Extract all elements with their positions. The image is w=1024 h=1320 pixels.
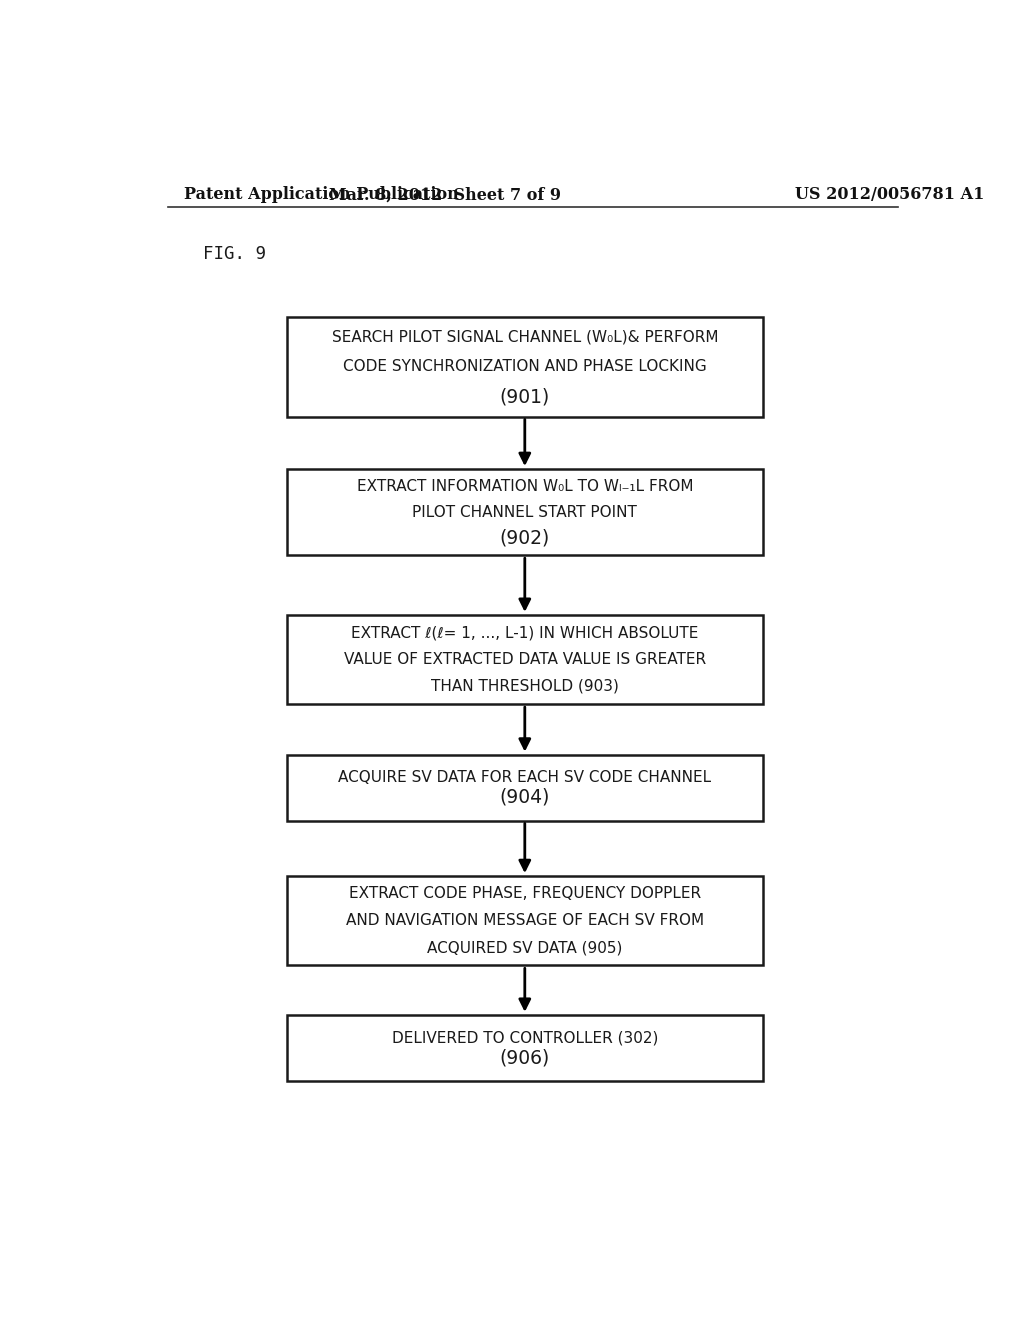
Text: EXTRACT ℓ(ℓ= 1, ..., L-1) IN WHICH ABSOLUTE: EXTRACT ℓ(ℓ= 1, ..., L-1) IN WHICH ABSOL… [351,626,698,640]
Text: Patent Application Publication: Patent Application Publication [183,186,459,203]
Text: SEARCH PILOT SIGNAL CHANNEL (W₀L)& PERFORM: SEARCH PILOT SIGNAL CHANNEL (W₀L)& PERFO… [332,330,718,345]
Text: DELIVERED TO CONTROLLER (302): DELIVERED TO CONTROLLER (302) [391,1031,658,1045]
Text: (904): (904) [500,788,550,807]
Text: EXTRACT INFORMATION W₀L TO Wₗ₋₁L FROM: EXTRACT INFORMATION W₀L TO Wₗ₋₁L FROM [356,479,693,494]
Bar [287,469,763,556]
Text: FIG. 9: FIG. 9 [204,246,266,263]
Bar [287,755,763,821]
Bar [287,1015,763,1081]
Text: THAN THRESHOLD (903): THAN THRESHOLD (903) [431,678,618,694]
Text: (901): (901) [500,387,550,407]
Text: CODE SYNCHRONIZATION AND PHASE LOCKING: CODE SYNCHRONIZATION AND PHASE LOCKING [343,359,707,375]
Bar [287,876,763,965]
Text: US 2012/0056781 A1: US 2012/0056781 A1 [795,186,984,203]
Text: ACQUIRED SV DATA (905): ACQUIRED SV DATA (905) [427,940,623,956]
Text: PILOT CHANNEL START POINT: PILOT CHANNEL START POINT [413,504,637,520]
Text: ACQUIRE SV DATA FOR EACH SV CODE CHANNEL: ACQUIRE SV DATA FOR EACH SV CODE CHANNEL [338,770,712,785]
Text: AND NAVIGATION MESSAGE OF EACH SV FROM: AND NAVIGATION MESSAGE OF EACH SV FROM [346,913,703,928]
Text: EXTRACT CODE PHASE, FREQUENCY DOPPLER: EXTRACT CODE PHASE, FREQUENCY DOPPLER [349,886,700,902]
Text: VALUE OF EXTRACTED DATA VALUE IS GREATER: VALUE OF EXTRACTED DATA VALUE IS GREATER [344,652,706,667]
Text: (906): (906) [500,1048,550,1067]
Bar [287,317,763,417]
Text: (902): (902) [500,528,550,548]
Text: Mar. 8, 2012  Sheet 7 of 9: Mar. 8, 2012 Sheet 7 of 9 [330,186,561,203]
Bar [287,615,763,704]
